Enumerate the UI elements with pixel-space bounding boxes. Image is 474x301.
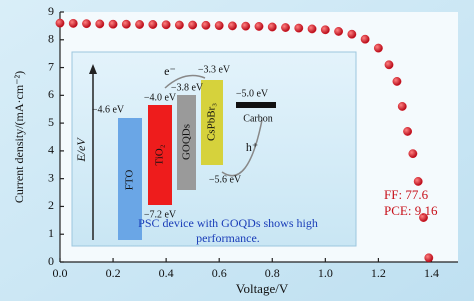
data-point <box>347 29 357 39</box>
data-point <box>55 18 65 28</box>
data-point <box>413 177 423 186</box>
y-tick-label: 7 <box>48 59 54 73</box>
material-label: GOQDs <box>181 124 193 160</box>
y-tick-label: 0 <box>48 254 54 268</box>
y-axis-label: Current density/(mA·cm⁻²) <box>12 71 26 203</box>
data-point <box>135 20 145 29</box>
data-point <box>408 149 418 159</box>
caption: performance. <box>196 231 260 245</box>
x-tick-label: 1.4 <box>424 266 439 280</box>
data-point <box>82 19 91 29</box>
data-point <box>161 20 171 30</box>
data-point <box>108 19 118 29</box>
data-point <box>95 19 105 29</box>
data-point <box>188 20 198 30</box>
annotation: PCE: 9.16 <box>384 203 438 218</box>
material-label: TiO₂ <box>154 144 166 165</box>
data-point <box>419 213 428 222</box>
data-point <box>392 77 402 86</box>
data-point <box>121 19 131 29</box>
energy-level: −5.6 eV <box>209 174 242 185</box>
arrow-head <box>89 64 97 74</box>
data-point <box>281 23 290 32</box>
annotation: FF: 77.6 <box>384 187 429 202</box>
y-tick-label: 2 <box>48 198 54 212</box>
y-tick-label: 3 <box>48 170 54 184</box>
x-axis-label: Voltage/V <box>236 281 289 296</box>
data-point <box>384 60 394 70</box>
carrier-label: e⁻ <box>164 64 176 78</box>
caption: PSC device with GOQDs shows high <box>138 216 318 230</box>
energy-level: −3.8 eV <box>171 82 204 93</box>
data-point <box>201 20 211 30</box>
y-tick-label: 8 <box>48 32 54 46</box>
data-point <box>148 20 158 29</box>
x-tick-label: 0.8 <box>265 266 280 280</box>
y-tick-label: 6 <box>48 87 54 101</box>
x-tick-label: 0.0 <box>53 266 68 280</box>
data-point <box>174 20 184 30</box>
x-tick-label: 0.2 <box>106 266 121 280</box>
y-tick-label: 5 <box>48 115 54 129</box>
energy-level: −4.6 eV <box>92 104 125 115</box>
energy-axis-label: E/eV <box>74 137 88 163</box>
hole-path <box>221 119 263 177</box>
energy-level: −4.0 eV <box>144 92 177 103</box>
goqds-bar <box>177 95 196 190</box>
material-label: FTO <box>124 170 136 191</box>
fto-bar <box>118 118 142 240</box>
data-point <box>267 22 277 32</box>
data-point <box>241 21 251 31</box>
inset-diagram: E/eV −4.6 eV −4.0 eV−3.8 eV −3.3 eV −5.0 eV −… <box>71 51 357 247</box>
data-point <box>360 34 370 44</box>
y-tick-label: 1 <box>48 226 54 240</box>
data-point <box>403 127 412 136</box>
cspbbr3-bar <box>201 80 223 165</box>
data-point <box>334 27 343 36</box>
energy-level: −7.2 eV <box>144 209 177 220</box>
data-point <box>320 25 330 35</box>
material-label: Carbon <box>243 113 272 124</box>
y-tick-label: 9 <box>48 4 54 18</box>
data-point <box>397 102 407 111</box>
tio2-bar <box>148 105 172 205</box>
energy-level: −5.0 eV <box>236 88 269 99</box>
data-point <box>214 21 224 31</box>
data-point <box>424 253 434 263</box>
x-tick-label: 0.4 <box>159 266 174 280</box>
energy-level: −3.3 eV <box>198 64 231 75</box>
material-label: CsPbBr₃ <box>206 103 218 141</box>
x-tick-label: 1.2 <box>371 266 386 280</box>
carbon-bar <box>236 102 276 108</box>
data-point <box>68 18 78 28</box>
electron-path <box>164 74 206 89</box>
data-point <box>307 24 317 34</box>
carrier-label: h⁺ <box>246 140 258 154</box>
x-tick-label: 0.6 <box>212 266 227 280</box>
x-tick-label: 1.0 <box>318 266 333 280</box>
data-point <box>254 22 264 31</box>
data-point <box>294 23 304 33</box>
data-point <box>373 43 383 53</box>
y-tick-label: 4 <box>48 143 54 157</box>
data-point <box>228 21 237 31</box>
